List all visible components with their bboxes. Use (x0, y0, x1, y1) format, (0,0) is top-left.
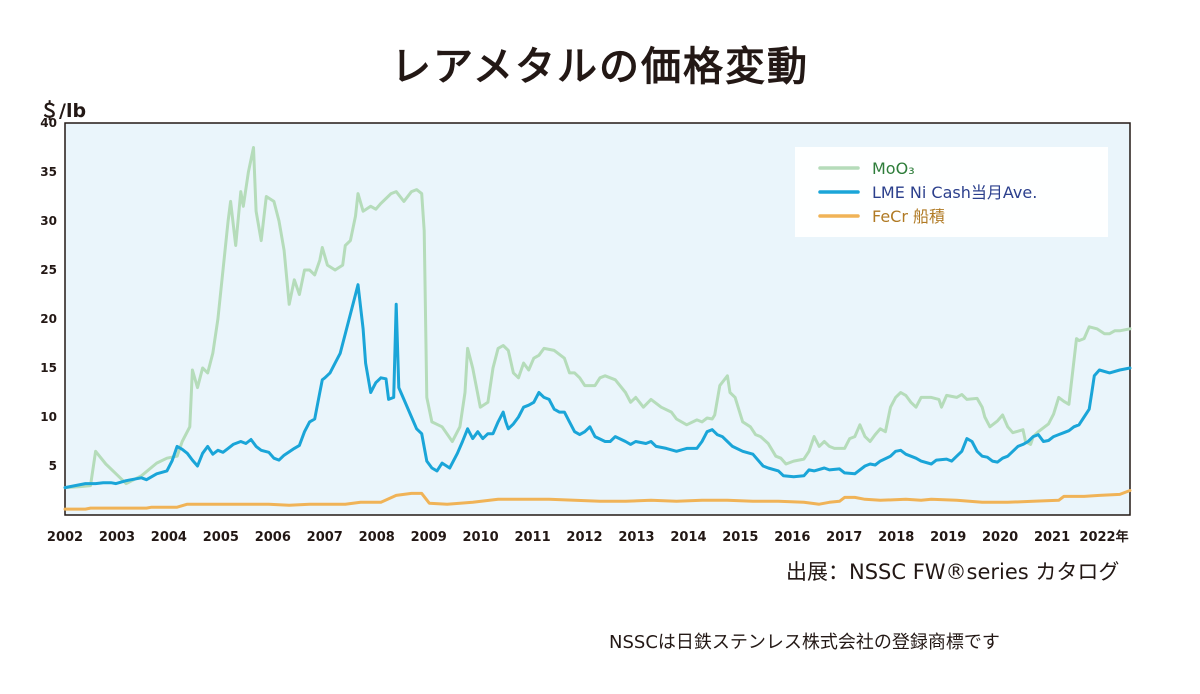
series-lines (63, 146, 1132, 511)
legend: MoO₃ LME Ni Cash当月Ave. FeCr 船積 (795, 147, 1108, 237)
y-tick-label: 25 (40, 263, 57, 277)
trademark-footnote: NSSCは日鉄ステンレス株式会社の登録商標です (609, 632, 1000, 653)
y-tick-label: 40 (40, 116, 57, 130)
x-tick-label: 2013 (618, 530, 654, 545)
x-tick-label: 2006 (255, 530, 291, 545)
x-tick-label: 2016 (774, 530, 810, 545)
legend-label: FeCr 船積 (872, 207, 945, 226)
source-caption: 出展：NSSC FW®series カタログ (786, 560, 1120, 584)
x-tick-label: 2018 (878, 530, 914, 545)
y-tick-label: 30 (40, 214, 57, 228)
series-line-2 (63, 489, 1132, 511)
x-tick-label: 2004 (151, 530, 187, 545)
x-tick-label: 2007 (307, 530, 343, 545)
x-tick-label: 2002 (47, 530, 83, 545)
y-tick-label: 10 (40, 410, 57, 424)
x-tick-label: 2009 (411, 530, 447, 545)
y-axis-unit-label: ＄/lb (40, 100, 87, 122)
y-tick-label: 5 (49, 459, 57, 473)
y-tick-label: 15 (40, 361, 57, 375)
x-tick-label: 2022年 (1079, 529, 1128, 545)
legend-label: MoO₃ (872, 159, 915, 178)
x-tick-label: 2008 (359, 530, 395, 545)
chart-title: レアメタルの価格変動 (391, 44, 809, 90)
x-tick-label: 2021 (1034, 530, 1070, 545)
x-tick-label: 2015 (722, 530, 758, 545)
series-line-1 (63, 283, 1132, 490)
x-tick-label: 2020 (982, 530, 1018, 545)
x-tick-label: 2011 (514, 530, 550, 545)
x-tick-label: 2014 (670, 530, 706, 545)
y-tick-label: 20 (40, 312, 57, 326)
legend-label: LME Ni Cash当月Ave. (872, 183, 1037, 202)
series-line-0 (63, 146, 1132, 490)
x-tick-label: 2003 (99, 530, 135, 545)
x-tick-label: 2005 (203, 530, 239, 545)
x-tick-label: 2010 (463, 530, 499, 545)
x-tick-label: 2019 (930, 530, 966, 545)
x-tick-label: 2017 (826, 530, 862, 545)
y-axis-ticks: 40 35 30 25 20 15 10 5 (40, 116, 57, 473)
x-axis-ticks: 2002 2003 2004 2005 2006 2007 2008 2009 2010 2011… (47, 529, 1129, 545)
x-tick-label: 2012 (566, 530, 602, 545)
y-tick-label: 35 (40, 165, 57, 179)
